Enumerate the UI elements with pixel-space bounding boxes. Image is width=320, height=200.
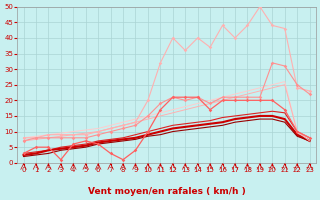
X-axis label: Vent moyen/en rafales ( km/h ): Vent moyen/en rafales ( km/h ) bbox=[88, 187, 245, 196]
